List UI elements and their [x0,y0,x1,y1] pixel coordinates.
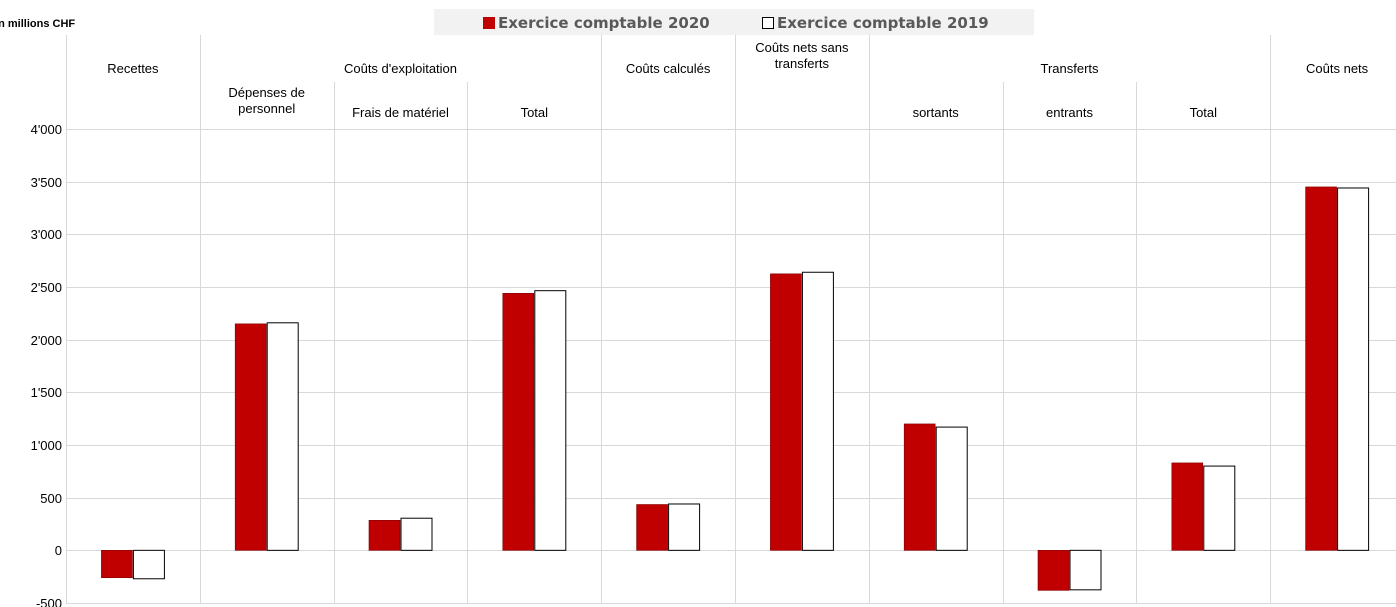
bar-2020 [1037,550,1070,591]
bar-2020 [636,504,668,551]
group-header: Transferts [1040,61,1099,76]
y-tick-label: 1'000 [31,438,62,453]
bars [101,186,1370,591]
bar-2019 [935,426,968,551]
bar-2019 [1069,549,1102,591]
bar-2019 [534,290,567,551]
legend-swatch-2020 [483,17,495,29]
legend-background [434,9,1034,35]
group-header: Coûts d'exploitation [344,61,457,76]
category-label: personnel [238,101,295,116]
y-tick-label: 4'000 [31,122,62,137]
legend: Exercice comptable 2020 Exercice comptab… [434,9,1034,35]
category-label: Total [1190,105,1218,120]
bar-2019 [1337,187,1370,551]
category-label: Dépenses de [228,85,305,100]
y-tick-label: 0 [55,543,62,558]
bar-2020 [502,293,535,551]
y-tick-label: 1'500 [31,385,62,400]
bar-2020 [234,323,267,551]
y-tick-label: -500 [36,596,62,607]
bar-2019 [400,517,433,551]
group-header: Coûts calculés [626,61,711,76]
y-tick-label: 2'000 [31,333,62,348]
column-headers: Recettes Coûts d'exploitation Coûts calcul… [107,40,1368,120]
y-tick-label: 2'500 [31,280,62,295]
bar-2019 [266,322,299,551]
bar-2020 [1305,186,1337,551]
category-label: Total [521,105,549,120]
group-header: transferts [775,56,830,71]
bar-2020 [1171,462,1204,551]
y-tick-label: 3'000 [31,227,62,242]
y-unit-label: en millions CHF [0,18,75,30]
bar-2019 [801,271,834,551]
bar-2020 [770,273,802,551]
y-tick-label: 500 [40,491,62,506]
bar-2020 [903,423,936,551]
category-label: Frais de matériel [352,105,449,120]
category-label: sortants [913,105,960,120]
legend-label-2020: Exercice comptable 2020 [498,14,710,32]
bar-2019 [1203,465,1236,551]
y-tick-label: 3'500 [31,175,62,190]
bar-2019 [668,503,701,551]
legend-label-2019: Exercice comptable 2019 [777,14,989,32]
group-header: Coûts nets [1306,61,1369,76]
bar-2019 [132,549,165,580]
category-label: entrants [1046,105,1093,120]
group-header: Recettes [107,61,159,76]
legend-swatch-2019 [762,17,774,29]
bar-2020 [101,550,133,579]
y-axis: -500 0 500 1'000 1'500 2'000 2'500 3'000 3'500 4'… [31,122,62,607]
bar-2020 [368,520,401,551]
group-header: Coûts nets sans [755,40,849,55]
